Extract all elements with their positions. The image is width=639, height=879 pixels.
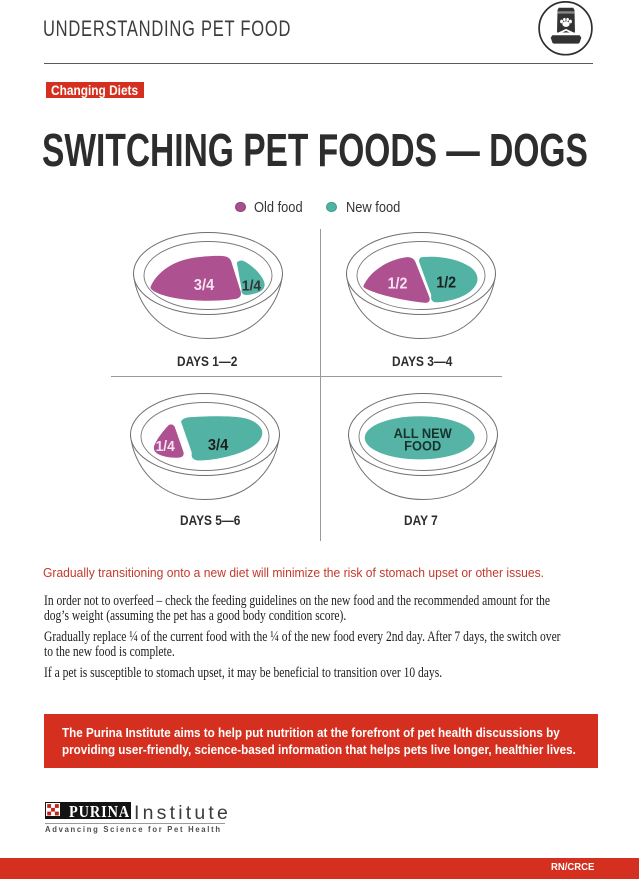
svg-text:1/4: 1/4 — [242, 277, 261, 294]
svg-text:3/4: 3/4 — [194, 276, 215, 294]
svg-text:FOOD: FOOD — [404, 438, 441, 454]
svg-text:ALL NEW: ALL NEW — [394, 425, 453, 441]
svg-text:1/4: 1/4 — [156, 438, 175, 455]
svg-text:1/2: 1/2 — [388, 276, 408, 293]
svg-text:3/4: 3/4 — [208, 436, 229, 454]
svg-text:1/2: 1/2 — [436, 275, 456, 292]
